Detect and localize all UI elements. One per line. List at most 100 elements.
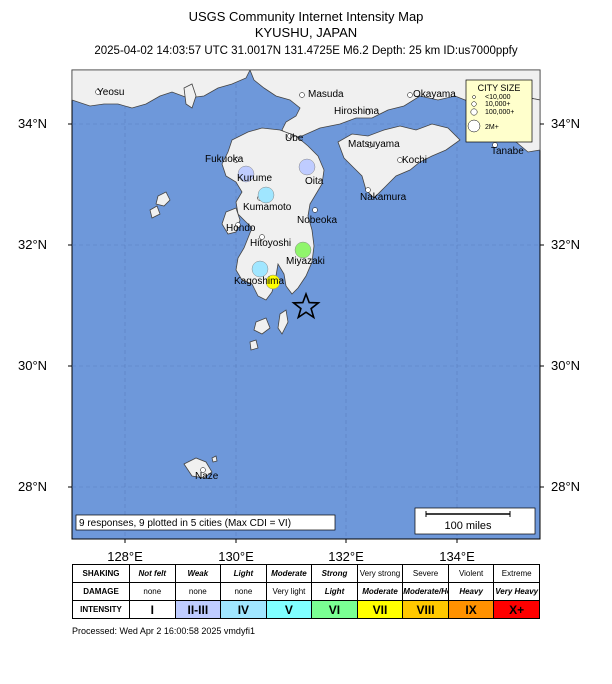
- kikai-island: [211, 455, 218, 463]
- legend-damage-cell: Very Heavy: [493, 582, 540, 601]
- scale-bar: 100 miles: [414, 507, 536, 535]
- event-line: 2025-04-02 14:03:57 UTC 31.0017N 131.472…: [94, 45, 518, 57]
- lat-label-32-left: 32°N: [18, 237, 48, 252]
- response-marker-kumamoto: [257, 186, 275, 204]
- lat-label-34-right: 34°N: [551, 116, 581, 131]
- legend-damage-cell: Heavy: [447, 582, 495, 601]
- label-kagoshima: Kagoshima: [234, 276, 284, 287]
- label-naze: Naze: [195, 471, 219, 482]
- response-marker-miyazaki: [294, 241, 312, 259]
- yakushima-island: [253, 317, 271, 335]
- lon-label-130: 130°E: [218, 549, 254, 564]
- epicenter-star-icon: [291, 291, 321, 320]
- legend-shaking-cell: Weak: [174, 564, 222, 583]
- amami-island: [183, 457, 213, 479]
- legend-intensity-cell: X+: [493, 600, 540, 619]
- lat-label-32-right: 32°N: [551, 237, 581, 252]
- legend-shaking-row: SHAKING Not felt Weak Light Moderate Str…: [72, 564, 540, 583]
- legend-damage-cell: none: [174, 582, 222, 601]
- legend-shaking-cell: Strong: [311, 564, 358, 583]
- city-size-item: 2M+: [485, 124, 499, 131]
- label-nakamura: Nakamura: [360, 192, 407, 203]
- legend-damage-cell: Moderate/Heavy: [402, 582, 449, 601]
- legend-shaking-cell: Extreme: [493, 564, 540, 583]
- summary-box: 9 responses, 9 plotted in 5 cities (Max …: [75, 514, 336, 531]
- legend-shaking-cell: Severe: [402, 564, 449, 583]
- city-size-medium-icon: [471, 101, 477, 107]
- legend-damage-cell: Moderate: [356, 582, 404, 601]
- city-size-item: <10,000: [485, 94, 511, 101]
- city-size-xlarge-icon: [467, 119, 481, 133]
- legend-damage-cell: Light: [311, 582, 358, 601]
- legend-damage-cell: none: [129, 582, 176, 601]
- amakusa-island: [221, 207, 241, 235]
- label-ube: Ube: [285, 133, 304, 144]
- intensity-legend: SHAKING Not felt Weak Light Moderate Str…: [72, 564, 540, 619]
- legend-intensity-cell: IV: [220, 600, 267, 619]
- map-title: USGS Community Internet Intensity Map: [188, 9, 424, 24]
- legend-intensity-cell: VII: [356, 600, 404, 619]
- legend-damage-label: DAMAGE: [72, 582, 130, 601]
- legend-intensity-cell: IX: [447, 600, 495, 619]
- response-marker-kurume: [237, 165, 255, 183]
- label-hitoyoshi: Hitoyoshi: [250, 238, 291, 249]
- lon-label-134: 134°E: [439, 549, 475, 564]
- label-hondo: Hondo: [226, 223, 256, 234]
- tsushima-island: [183, 83, 197, 109]
- label-kumamoto: Kumamoto: [243, 202, 292, 213]
- city-size-item: 10,000+: [485, 101, 511, 108]
- label-kochi: Kochi: [402, 155, 427, 166]
- lat-label-34-left: 34°N: [18, 116, 48, 131]
- legend-damage-cell: Very light: [265, 582, 313, 601]
- label-tanabe: Tanabe: [491, 146, 524, 157]
- city-size-large-icon: [470, 108, 478, 116]
- legend-damage-row: DAMAGE none none none Very light Light M…: [72, 582, 540, 601]
- label-nobeoka: Nobeoka: [297, 215, 337, 226]
- lat-label-30-left: 30°N: [18, 358, 48, 373]
- response-markers: [237, 158, 316, 290]
- city-size-title: CITY SIZE: [478, 83, 521, 93]
- label-yeosu: Yeosu: [97, 87, 124, 98]
- label-miyazaki: Miyazaki: [286, 256, 325, 267]
- legend-shaking-cell: Violent: [447, 564, 495, 583]
- city-size-small-icon: [472, 95, 476, 99]
- legend-intensity-cell: II-III: [174, 600, 222, 619]
- label-matsuyama: Matsuyama: [348, 139, 400, 150]
- label-fukuoka: Fukuoka: [205, 154, 244, 165]
- legend-shaking-cell: Very strong: [356, 564, 404, 583]
- goto-islands-2: [149, 205, 161, 219]
- label-kurume: Kurume: [237, 173, 272, 184]
- response-marker-oita: [298, 158, 316, 176]
- city-size-item: 100,000+: [485, 109, 514, 116]
- intensity-map: Yeosu Masuda Okayama Hiroshima Ube Matsu…: [68, 69, 544, 543]
- axis-ticks: [68, 123, 544, 543]
- lon-label-128: 128°E: [107, 549, 143, 564]
- label-hiroshima: Hiroshima: [334, 106, 379, 117]
- label-oita: Oita: [305, 176, 324, 187]
- label-okayama: Okayama: [413, 89, 456, 100]
- tanegashima-island: [277, 309, 289, 335]
- legend-intensity-cell: I: [129, 600, 176, 619]
- legend-shaking-cell: Moderate: [265, 564, 313, 583]
- lat-label-28-right: 28°N: [551, 479, 581, 494]
- legend-intensity-cell: VIII: [402, 600, 449, 619]
- tokara-island: [249, 339, 259, 351]
- legend-shaking-label: SHAKING: [72, 564, 130, 583]
- label-masuda: Masuda: [308, 89, 344, 100]
- legend-intensity-cell: V: [265, 600, 313, 619]
- region-title: KYUSHU, JAPAN: [254, 25, 358, 40]
- scale-bar-label: 100 miles: [444, 520, 492, 532]
- legend-intensity-label: INTENSITY: [72, 600, 130, 619]
- lat-label-30-right: 30°N: [551, 358, 581, 373]
- legend-intensity-cell: VI: [311, 600, 358, 619]
- processed-timestamp: Processed: Wed Apr 2 16:00:58 2025 vmdyf…: [72, 626, 255, 636]
- city-size-legend: CITY SIZE <10,000 10,000+ 100,000+ 2M+: [465, 79, 533, 143]
- summary-text: 9 responses, 9 plotted in 5 cities (Max …: [79, 518, 291, 529]
- lon-label-132: 132°E: [328, 549, 364, 564]
- legend-shaking-cell: Not felt: [129, 564, 176, 583]
- response-marker-kagoshima: [265, 274, 281, 290]
- response-marker-kagoshima: [251, 260, 269, 278]
- legend-damage-cell: none: [220, 582, 267, 601]
- legend-shaking-cell: Light: [220, 564, 267, 583]
- korea-landmass: [71, 69, 251, 109]
